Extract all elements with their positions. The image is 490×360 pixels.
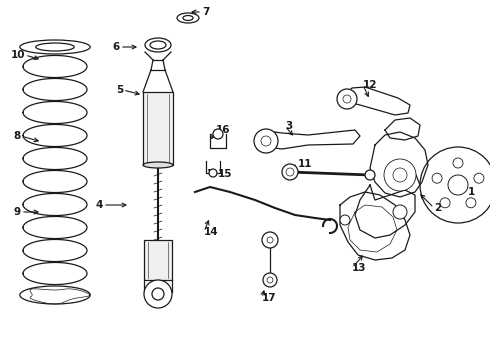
Circle shape bbox=[340, 215, 350, 225]
Circle shape bbox=[343, 95, 351, 103]
Circle shape bbox=[420, 147, 490, 223]
Circle shape bbox=[337, 89, 357, 109]
Circle shape bbox=[384, 159, 416, 191]
Text: 11: 11 bbox=[298, 159, 313, 169]
Circle shape bbox=[432, 173, 442, 183]
Circle shape bbox=[282, 164, 298, 180]
Ellipse shape bbox=[150, 41, 166, 49]
Ellipse shape bbox=[145, 38, 171, 52]
Text: 17: 17 bbox=[262, 293, 277, 303]
Text: 16: 16 bbox=[216, 125, 230, 135]
Text: 2: 2 bbox=[434, 203, 441, 213]
Text: 5: 5 bbox=[116, 85, 123, 95]
Ellipse shape bbox=[143, 162, 173, 168]
Circle shape bbox=[152, 288, 164, 300]
Text: 15: 15 bbox=[218, 169, 232, 179]
Circle shape bbox=[213, 129, 223, 139]
Circle shape bbox=[448, 175, 468, 195]
Circle shape bbox=[286, 168, 294, 176]
Circle shape bbox=[393, 205, 407, 219]
Circle shape bbox=[393, 168, 407, 182]
Text: 9: 9 bbox=[14, 207, 21, 217]
Circle shape bbox=[144, 280, 172, 308]
Ellipse shape bbox=[20, 286, 90, 304]
Text: 10: 10 bbox=[10, 50, 25, 60]
Circle shape bbox=[263, 273, 277, 287]
Polygon shape bbox=[143, 92, 173, 165]
Circle shape bbox=[267, 277, 273, 283]
Ellipse shape bbox=[36, 43, 74, 51]
Circle shape bbox=[453, 158, 463, 168]
Polygon shape bbox=[144, 240, 172, 280]
Circle shape bbox=[209, 169, 217, 177]
Text: 1: 1 bbox=[468, 187, 475, 197]
Text: 6: 6 bbox=[113, 42, 120, 52]
Ellipse shape bbox=[177, 13, 199, 23]
Text: 13: 13 bbox=[352, 263, 367, 273]
Text: 12: 12 bbox=[363, 80, 377, 90]
Circle shape bbox=[365, 170, 375, 180]
Circle shape bbox=[474, 173, 484, 183]
Text: 4: 4 bbox=[96, 200, 103, 210]
Circle shape bbox=[262, 232, 278, 248]
Circle shape bbox=[254, 129, 278, 153]
Circle shape bbox=[466, 198, 476, 208]
Text: 14: 14 bbox=[204, 227, 219, 237]
Text: 8: 8 bbox=[14, 131, 21, 141]
Circle shape bbox=[440, 198, 450, 208]
Text: 3: 3 bbox=[285, 121, 292, 131]
Text: 7: 7 bbox=[202, 7, 209, 17]
Ellipse shape bbox=[20, 40, 90, 54]
Circle shape bbox=[267, 237, 273, 243]
Circle shape bbox=[261, 136, 271, 146]
Ellipse shape bbox=[183, 15, 193, 21]
